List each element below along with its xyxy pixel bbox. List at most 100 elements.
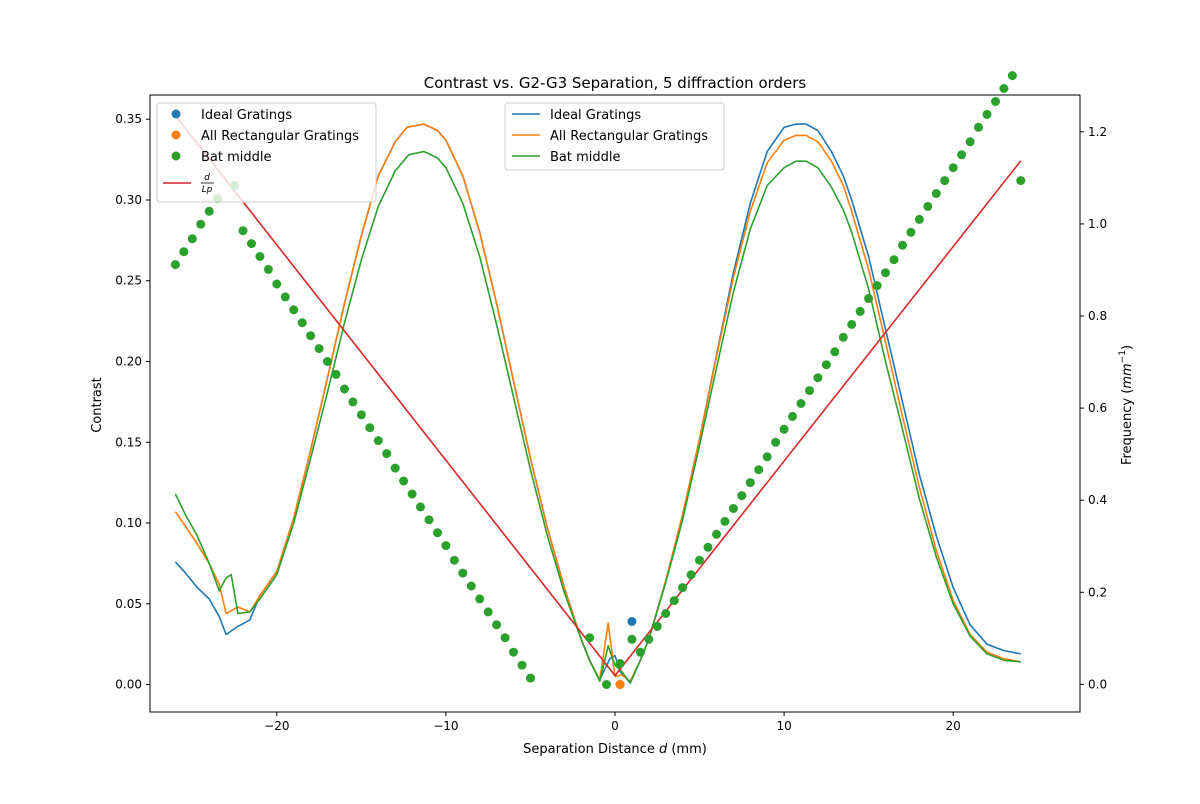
scatter-point-bat-middle	[500, 633, 510, 643]
scatter-point-bat-middle	[280, 292, 290, 302]
scatter-point-bat-middle	[864, 294, 874, 303]
scatter-point-bat-middle	[661, 609, 671, 618]
y2-tick-label: 1.2	[1088, 125, 1107, 139]
scatter-point-bat-middle	[458, 568, 468, 578]
scatter-point-bat-middle	[179, 247, 189, 257]
scatter-point-ideal-gratings	[627, 617, 637, 626]
legend-label-bat: Bat middle	[201, 150, 272, 165]
scatter-point-bat-middle	[813, 373, 823, 383]
scatter-point-bat-middle	[247, 239, 256, 249]
scatter-point-bat-middle	[923, 201, 933, 211]
scatter-point-bat-middle	[948, 163, 958, 173]
scatter-point-bat-middle	[965, 137, 975, 147]
scatter-point-bat-middle	[999, 84, 1009, 93]
scatter-point-bat-middle	[991, 97, 1000, 106]
scatter-point-all-rectangular-gratings	[615, 680, 625, 689]
scatter-point-bat-middle	[762, 452, 772, 462]
scatter-point-bat-middle	[238, 226, 248, 236]
y2-tick-label: 0.0	[1088, 677, 1107, 691]
chart-title: Contrast vs. G2-G3 Separation, 5 diffrac…	[424, 74, 807, 92]
y-axis-label: Contrast	[90, 377, 105, 433]
legend-scatter: Ideal Gratings All Rectangular Gratings …	[156, 102, 377, 203]
scatter-point-bat-middle	[805, 386, 814, 396]
scatter-point-bat-middle	[331, 369, 341, 379]
scatter-point-bat-middle	[407, 489, 417, 499]
scatter-point-bat-middle	[652, 621, 662, 631]
x-tick-label: −20	[264, 719, 289, 733]
y-tick-label: 0.15	[115, 435, 142, 449]
scatter-point-bat-middle	[695, 555, 704, 565]
scatter-point-bat-middle	[872, 281, 882, 291]
scatter-point-bat-middle	[297, 318, 307, 328]
scatter-point-bat-middle	[686, 570, 696, 580]
legend-line-label-rect: All Rectangular Gratings	[550, 129, 708, 144]
scatter-point-bat-middle	[433, 528, 442, 538]
scatter-point-bat-middle	[441, 541, 451, 551]
x-tick-label: 10	[776, 719, 791, 733]
scatter-point-bat-middle	[483, 607, 493, 617]
scatter-point-bat-middle	[1016, 176, 1026, 186]
scatter-point-bat-middle	[627, 634, 637, 644]
legend-lines: Ideal Gratings All Rectangular Gratings …	[504, 102, 725, 171]
scatter-point-bat-middle	[855, 306, 865, 316]
scatter-point-bat-middle	[957, 150, 967, 160]
line-series-bat-middle	[174, 150, 1021, 684]
scatter-point-bat-middle	[449, 555, 459, 565]
scatter-point-bat-middle	[340, 384, 349, 394]
scatter-point-bat-middle	[602, 680, 611, 689]
scatter-point-bat-middle	[635, 647, 645, 657]
scatter-point-bat-middle	[974, 122, 983, 132]
scatter-point-bat-middle	[898, 240, 907, 250]
legend-line-label-ideal: Ideal Gratings	[550, 108, 641, 123]
y-tick-label: 0.30	[115, 193, 142, 207]
scatter-point-bat-middle	[365, 423, 375, 433]
scatter-point-bat-middle	[931, 189, 941, 198]
x-axis-ticks: −20 −10 0 10 20	[264, 712, 961, 733]
legend-frac-num: d	[204, 173, 210, 183]
legend-label-ideal: Ideal Gratings	[201, 108, 292, 123]
scatter-point-bat-middle	[509, 647, 518, 657]
scatter-point-bat-middle	[737, 491, 747, 501]
y-tick-label: 0.25	[115, 274, 142, 288]
scatter-point-bat-middle	[289, 305, 299, 315]
legend-lines-box	[504, 102, 725, 171]
scatter-point-bat-middle	[754, 465, 764, 475]
line-series-d-lp	[174, 115, 1022, 677]
scatter-point-bat-middle	[703, 542, 713, 552]
scatter-point-bat-middle	[373, 436, 383, 446]
scatter-point-bat-middle	[982, 109, 992, 119]
scatter-point-bat-middle	[728, 504, 738, 513]
scatter-point-bat-middle	[644, 634, 654, 644]
plot-frame	[149, 94, 1081, 713]
scatter-point-bat-middle	[1007, 71, 1017, 81]
y-tick-label: 0.05	[115, 597, 142, 611]
scatter-point-bat-middle	[830, 347, 840, 357]
y-tick-label: 0.10	[115, 516, 142, 530]
y-tick-label: 0.00	[115, 678, 142, 692]
legend-marker-rect	[171, 130, 181, 140]
scatter-point-bat-middle	[170, 260, 180, 270]
scatter-point-bat-middle	[788, 411, 797, 421]
scatter-point-bat-middle	[526, 673, 535, 683]
y2-tick-label: 0.4	[1088, 493, 1107, 507]
legend-line-label-bat: Bat middle	[550, 150, 621, 165]
legend-label-rect: All Rectangular Gratings	[201, 129, 359, 144]
scatter-point-bat-middle	[796, 399, 806, 408]
scatter-point-bat-middle	[204, 206, 214, 216]
scatter-point-bat-middle	[390, 463, 400, 473]
scatter-point-bat-middle	[906, 227, 916, 237]
x-tick-label: −10	[433, 719, 458, 733]
scatter-point-bat-middle	[585, 633, 595, 643]
x-tick-label: 20	[946, 719, 961, 733]
series-points	[170, 71, 1026, 689]
y2-axis-label: Frequency (mm−1)	[1118, 345, 1135, 465]
y-tick-label: 0.35	[115, 112, 142, 126]
y2-tick-label: 0.2	[1088, 585, 1107, 599]
scatter-point-bat-middle	[382, 449, 392, 459]
y2-axis-ticks: 0.0 0.2 0.4 0.6 0.8 1.0 1.2	[1080, 125, 1107, 691]
scatter-point-bat-middle	[399, 476, 409, 486]
scatter-point-bat-middle	[745, 478, 755, 488]
series-lines	[174, 115, 1022, 684]
scatter-point-bat-middle	[323, 357, 332, 366]
